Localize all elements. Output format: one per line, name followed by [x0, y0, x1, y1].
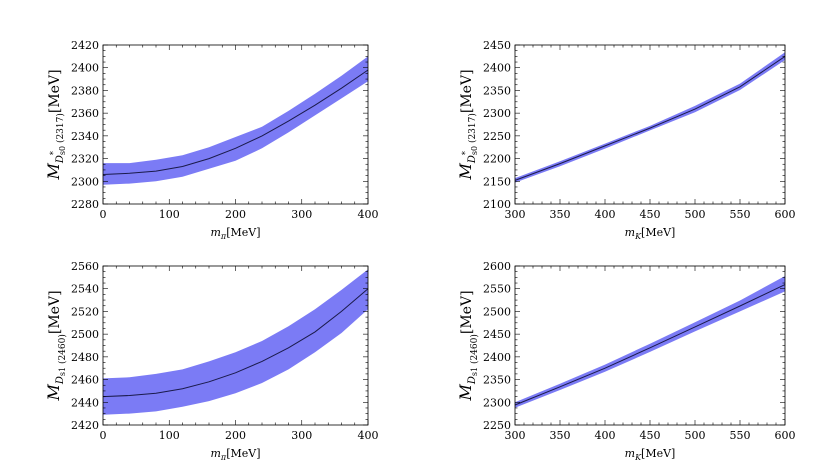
central-line [102, 69, 369, 175]
y-tick-label: 2380 [71, 84, 99, 97]
y-tick-label: 2200 [483, 153, 511, 166]
x-tick-label: 500 [685, 208, 706, 221]
y-tick-label: 2300 [483, 396, 511, 409]
y-tick-label: 2360 [71, 107, 99, 120]
y-tick-label: 2400 [71, 62, 99, 75]
y-tick-label: 2540 [71, 283, 99, 296]
central-line [514, 55, 786, 181]
x-tick-label: 100 [159, 429, 180, 442]
error-band [103, 56, 368, 185]
x-tick-label: 600 [775, 208, 796, 221]
x-axis-label: mπ[MeV] [210, 226, 260, 241]
y-tick-label: 2280 [71, 198, 99, 211]
y-tick-label: 2550 [483, 283, 511, 296]
y-tick-label: 2350 [483, 84, 511, 97]
x-tick-label: 0 [100, 208, 107, 221]
y-tick-label: 2250 [483, 130, 511, 143]
y-tick-label: 2460 [71, 374, 99, 387]
y-tick-label: 2350 [483, 374, 511, 387]
y-axis-label: MDs1 (2460)[MeV] [44, 290, 68, 401]
y-tick-label: 2450 [483, 328, 511, 341]
panel-bottom-left: 0 100 200 300 400 2420 2440 2460 2480 2500 2520 254… [44, 260, 379, 462]
x-tick-label: 400 [595, 429, 616, 442]
x-tick-label: 350 [550, 208, 571, 221]
x-tick-label: 350 [550, 429, 571, 442]
x-tick-label: 300 [291, 208, 312, 221]
panel-bottom-right: 300 350 400 450 500 550 600 2250 2300 2350 2400 245… [456, 260, 796, 462]
y-tick-label: 2320 [71, 153, 99, 166]
x-tick-label: 300 [291, 429, 312, 442]
x-tick-label: 500 [685, 429, 706, 442]
y-tick-label: 2420 [71, 39, 99, 52]
y-tick-label: 2500 [483, 305, 511, 318]
x-tick-label: 550 [730, 429, 751, 442]
panel-top-right: 300 350 400 450 500 550 600 2100 2150 2200 2250 230… [456, 39, 796, 241]
y-tick-label: 2450 [483, 39, 511, 52]
y-tick-label: 2150 [483, 175, 511, 188]
error-band [103, 269, 368, 415]
y-tick-label: 2560 [71, 260, 99, 273]
central-line [514, 284, 786, 406]
y-tick-label: 2440 [71, 396, 99, 409]
y-tick-label: 2300 [483, 107, 511, 120]
y-axis-label: MD*s0 (2317)[MeV] [44, 69, 67, 180]
y-tick-label: 2400 [483, 62, 511, 75]
y-tick-label: 2600 [483, 260, 511, 273]
x-tick-label: 600 [775, 429, 796, 442]
y-tick-label: 2520 [71, 305, 99, 318]
y-tick-label: 2500 [71, 328, 99, 341]
y-axis-label: MD*s0 (2317)[MeV] [456, 69, 479, 180]
y-tick-label: 2250 [483, 419, 511, 432]
central-line [102, 288, 369, 398]
x-tick-label: 400 [595, 208, 616, 221]
panel-top-left: 0 100 200 300 400 2280 2300 2320 2340 2360 2380 240… [44, 39, 379, 241]
error-band [515, 52, 785, 183]
x-axis-label: mK[MeV] [625, 447, 676, 462]
x-tick-label: 400 [358, 208, 379, 221]
x-tick-label: 450 [640, 429, 661, 442]
error-band [515, 276, 785, 408]
y-tick-label: 2340 [71, 130, 99, 143]
y-tick-label: 2420 [71, 419, 99, 432]
plot-frame [514, 44, 786, 205]
x-tick-label: 550 [730, 208, 751, 221]
x-tick-label: 200 [225, 429, 246, 442]
y-tick-label: 2400 [483, 351, 511, 364]
x-tick-label: 200 [225, 208, 246, 221]
x-tick-label: 300 [505, 429, 526, 442]
x-axis-label: mπ[MeV] [210, 447, 260, 462]
y-tick-label: 2300 [71, 175, 99, 188]
x-tick-label: 0 [100, 429, 107, 442]
x-tick-label: 300 [505, 208, 526, 221]
x-axis-label: mK[MeV] [625, 226, 676, 241]
x-tick-label: 400 [358, 429, 379, 442]
y-tick-label: 2480 [71, 351, 99, 364]
x-tick-label: 450 [640, 208, 661, 221]
y-tick-label: 2100 [483, 198, 511, 211]
y-axis-label: MDs1 (2460)[MeV] [456, 290, 480, 401]
x-tick-label: 100 [159, 208, 180, 221]
